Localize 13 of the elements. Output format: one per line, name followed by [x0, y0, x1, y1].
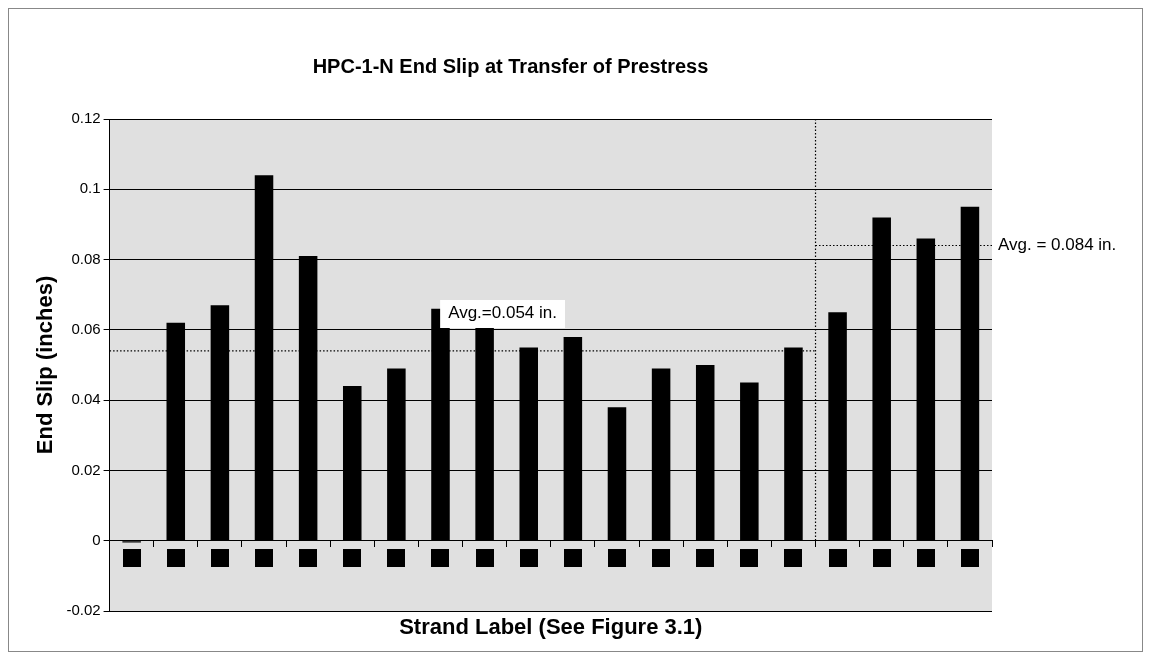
y-tick-label: 0.1 — [79, 179, 101, 197]
ref-line-label: Avg.=0.054 in. — [448, 302, 557, 322]
y-tick-label: 0.08 — [71, 249, 101, 267]
y-axis-title: End Slip (inches) — [32, 275, 58, 455]
y-tick-label: -0.02 — [66, 601, 101, 619]
x-axis-title: Strand Label (See Figure 3.1) — [399, 614, 703, 640]
chart-title: HPC-1-N End Slip at Transfer of Prestress — [312, 54, 709, 77]
y-tick-label: 0.12 — [71, 109, 101, 127]
y-tick-label: 0 — [92, 530, 101, 548]
y-tick-label: 0.04 — [71, 390, 101, 408]
y-tick-label: 0.06 — [71, 320, 101, 337]
y-tick-label: 0.02 — [71, 460, 101, 478]
ref-line-label: Avg. = 0.084 in. — [998, 235, 1117, 255]
